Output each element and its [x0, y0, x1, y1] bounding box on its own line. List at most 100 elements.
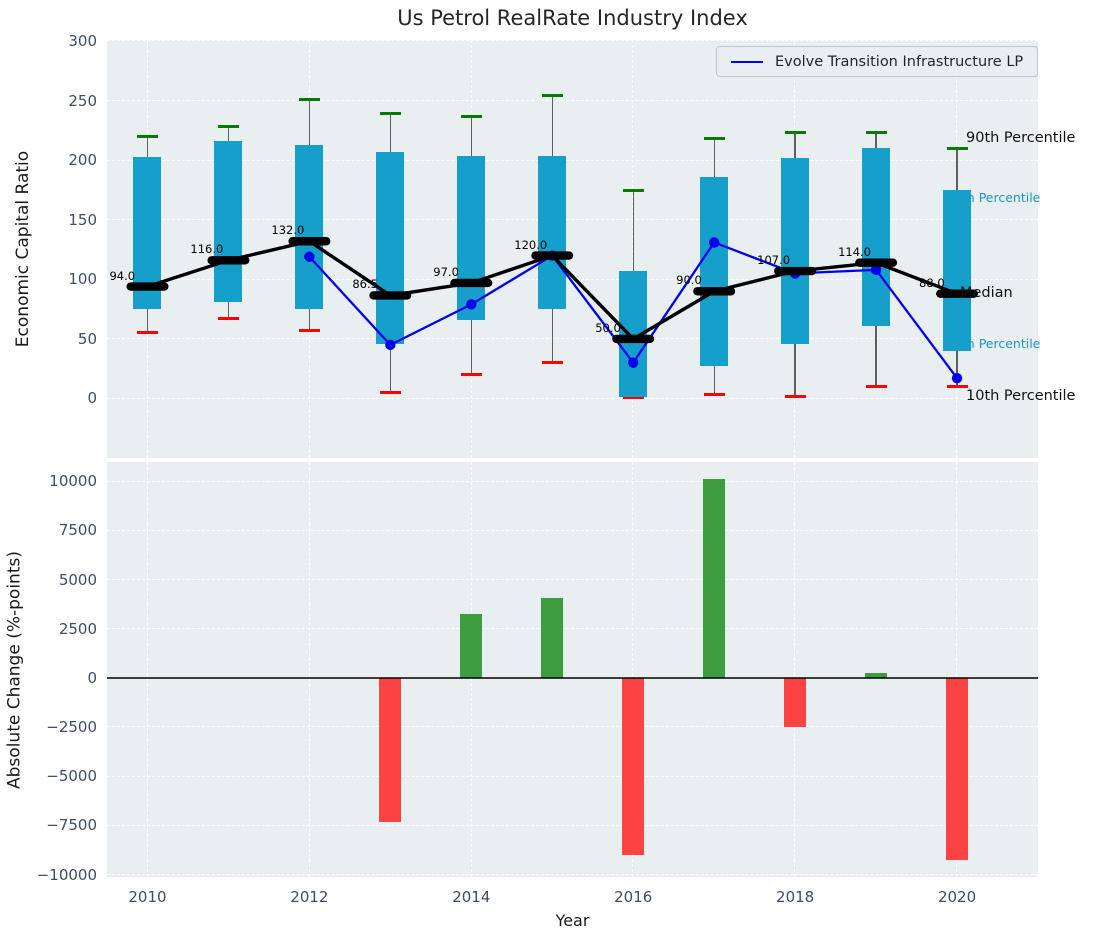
- percentile-box: [943, 190, 972, 351]
- label-90th-percentile: 90th Percentile: [966, 130, 1076, 146]
- bar-negative: [379, 677, 402, 822]
- median-value-annotation: 107.0: [757, 253, 791, 268]
- grid-line: [107, 99, 1038, 101]
- median-value-annotation: 90.0: [676, 273, 702, 288]
- x-tick-label: 2020: [937, 888, 977, 906]
- grid-line: [146, 462, 148, 877]
- grid-line: [107, 40, 1038, 42]
- percentile-box: [214, 141, 243, 302]
- y-tick-label: −5000: [46, 767, 97, 786]
- whisker-cap-10th: [298, 329, 320, 333]
- whisker-cap-90th: [298, 98, 320, 102]
- grid-line: [308, 462, 310, 877]
- chart-title: Us Petrol RealRate Industry Index: [397, 6, 748, 30]
- legend: Evolve Transition Infrastructure LP: [716, 46, 1038, 77]
- y-tick-label: 10000: [49, 472, 97, 491]
- whisker-cap-10th: [460, 373, 482, 377]
- percentile-box: [781, 157, 810, 344]
- grid-line: [107, 873, 1038, 875]
- whisker-cap-10th: [379, 391, 401, 394]
- percentile-box: [457, 155, 486, 320]
- grid-line: [107, 278, 1038, 280]
- percentile-box: [619, 271, 648, 398]
- x-tick-label: 2012: [290, 888, 329, 906]
- bottom-axes-background: [107, 462, 1038, 877]
- whisker-cap-90th: [784, 131, 806, 135]
- grid-line: [107, 775, 1038, 777]
- whisker-cap-90th: [136, 134, 158, 138]
- whisker-cap-10th: [865, 385, 887, 389]
- bar-negative: [622, 677, 645, 855]
- percentile-box: [862, 148, 891, 326]
- grid-line: [794, 462, 796, 877]
- top-y-axis-label: Economic Capital Ratio: [13, 150, 33, 348]
- median-value-annotation: 88.0: [919, 275, 945, 290]
- y-tick-label: 300: [68, 32, 97, 51]
- whisker-cap-90th: [460, 114, 482, 118]
- y-tick-label: 0: [87, 389, 97, 408]
- whisker-cap-10th: [622, 396, 644, 400]
- grid-line: [632, 462, 634, 877]
- whisker-cap-90th: [379, 112, 401, 116]
- bottom-y-axis-label: Absolute Change (%-points): [4, 551, 25, 789]
- grid-line: [107, 628, 1038, 630]
- grid-line: [107, 338, 1038, 340]
- x-tick-label: 2010: [128, 888, 167, 906]
- whisker-cap-90th: [703, 137, 725, 141]
- whisker-cap-90th: [946, 146, 968, 150]
- y-tick-label: 100: [68, 270, 97, 289]
- grid-line: [107, 219, 1038, 221]
- percentile-box: [133, 156, 162, 310]
- bar-positive: [865, 672, 888, 678]
- grid-line: [107, 824, 1038, 826]
- y-tick-label: 7500: [58, 521, 97, 540]
- legend-label: Evolve Transition Infrastructure LP: [775, 53, 1024, 70]
- bar-negative: [946, 677, 969, 860]
- legend-line-swatch: [731, 60, 763, 63]
- percentile-box: [700, 176, 729, 367]
- grid-line: [107, 578, 1038, 580]
- grid-line: [107, 397, 1038, 399]
- whisker-cap-90th: [541, 94, 563, 98]
- median-value-annotation: 114.0: [838, 244, 872, 259]
- y-tick-label: 200: [68, 151, 97, 170]
- y-tick-label: 5000: [58, 570, 97, 589]
- grid-line: [107, 529, 1038, 531]
- bar-positive: [703, 479, 726, 678]
- x-axis-label: Year: [555, 911, 590, 930]
- median-value-annotation: 132.0: [271, 223, 305, 238]
- median-value-annotation: 97.0: [433, 264, 459, 279]
- grid-line: [107, 726, 1038, 728]
- percentile-box: [376, 151, 405, 344]
- whisker-cap-10th: [217, 317, 239, 321]
- percentile-box: [538, 155, 567, 310]
- y-tick-label: −7500: [46, 816, 97, 835]
- whisker-cap-90th: [217, 125, 239, 129]
- label-median: Median: [960, 285, 1013, 301]
- grid-line: [107, 480, 1038, 482]
- median-value-annotation: 50.0: [595, 320, 621, 335]
- median-value-annotation: 94.0: [109, 268, 136, 283]
- y-tick-label: 2500: [58, 619, 97, 638]
- bar-negative: [784, 677, 807, 727]
- y-tick-label: 50: [77, 329, 97, 348]
- grid-line: [107, 677, 1038, 679]
- whisker-cap-10th: [703, 393, 725, 397]
- bar-positive: [460, 614, 483, 678]
- whisker-cap-10th: [784, 394, 806, 398]
- y-tick-label: 0: [87, 668, 97, 687]
- bar-positive: [541, 598, 564, 678]
- median-value-annotation: 120.0: [514, 237, 548, 252]
- whisker-cap-10th: [136, 331, 158, 335]
- y-tick-label: −2500: [46, 718, 97, 737]
- whisker-cap-90th: [622, 188, 644, 192]
- y-tick-label: 150: [68, 210, 97, 229]
- x-tick-label: 2014: [452, 888, 491, 906]
- y-tick-label: 250: [68, 91, 97, 110]
- median-value-annotation: 116.0: [190, 242, 224, 257]
- x-tick-label: 2016: [614, 888, 653, 906]
- top-axes-background: [107, 40, 1038, 458]
- grid-line: [956, 462, 958, 877]
- median-value-annotation: 86.5: [352, 277, 378, 292]
